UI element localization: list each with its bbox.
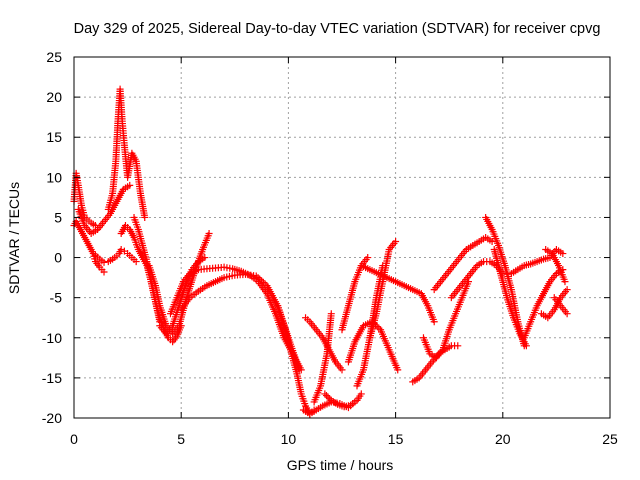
x-tick-label: 0 xyxy=(70,431,78,447)
series-arc-aa xyxy=(490,246,530,350)
data-point xyxy=(338,366,346,374)
data-point xyxy=(394,366,402,374)
axis-ticks xyxy=(73,56,611,419)
y-tick-label: 10 xyxy=(46,169,62,185)
series-arc-ae xyxy=(542,246,569,286)
series-arc-af xyxy=(550,294,571,318)
data-point xyxy=(201,254,209,262)
x-tick-label: 25 xyxy=(602,431,618,447)
y-tick-label: -5 xyxy=(50,290,63,306)
y-tick-label: 0 xyxy=(54,250,62,266)
series-arc-q xyxy=(338,254,372,334)
series-arc-ac xyxy=(520,266,567,342)
series-arc-d xyxy=(91,246,140,266)
data-point xyxy=(563,286,571,294)
data-point xyxy=(522,342,530,350)
data-point xyxy=(100,258,108,266)
series-arc-b xyxy=(70,217,108,276)
series-arc-v xyxy=(409,342,462,386)
data-point xyxy=(326,395,334,403)
data-point xyxy=(561,278,569,286)
data-point xyxy=(559,250,567,258)
data-point xyxy=(327,310,335,318)
series-arc-c xyxy=(74,181,134,237)
data-point xyxy=(132,258,140,266)
data-point xyxy=(322,392,330,400)
data-point xyxy=(375,324,383,332)
y-tick-label: 15 xyxy=(46,129,62,145)
x-axis-label: GPS time / hours xyxy=(287,457,394,473)
data-point xyxy=(430,318,438,326)
data-points xyxy=(70,85,571,418)
data-point xyxy=(126,181,134,189)
data-point xyxy=(321,390,329,398)
x-tick-label: 15 xyxy=(388,431,404,447)
y-tick-label: 25 xyxy=(46,49,62,65)
y-axis-label: SDTVAR / TECUs xyxy=(6,182,22,294)
data-point xyxy=(563,310,571,318)
y-tick-label: 5 xyxy=(54,209,62,225)
chart-title: Day 329 of 2025, Sidereal Day-to-day VTE… xyxy=(74,21,601,37)
data-point xyxy=(100,268,108,276)
tick-labels: 0 5 10 15 20 25 -20 -15 -10 -5 0 5 10 15 20 25 xyxy=(42,49,618,447)
y-tick-label: -20 xyxy=(42,410,62,426)
y-tick-label: -15 xyxy=(42,370,62,386)
x-tick-label: 10 xyxy=(281,431,297,447)
x-tick-label: 20 xyxy=(495,431,511,447)
series-arc-p xyxy=(321,390,365,411)
plot-frame xyxy=(73,56,611,419)
series-arc-r xyxy=(344,318,402,374)
y-tick-label: 20 xyxy=(46,89,62,105)
data-point xyxy=(392,238,400,246)
series-arc-o xyxy=(310,310,335,406)
data-point xyxy=(117,246,125,254)
data-point xyxy=(454,342,462,350)
data-point xyxy=(364,254,372,262)
series-arc-x xyxy=(430,234,496,294)
data-point xyxy=(357,390,365,398)
data-point xyxy=(324,393,332,401)
series-arc-e xyxy=(104,85,149,221)
grid xyxy=(74,57,610,418)
x-tick-label: 5 xyxy=(177,431,185,447)
data-point xyxy=(205,229,213,237)
series-arc-u xyxy=(357,262,438,326)
y-tick-label: -10 xyxy=(42,330,62,346)
data-point xyxy=(141,213,149,221)
